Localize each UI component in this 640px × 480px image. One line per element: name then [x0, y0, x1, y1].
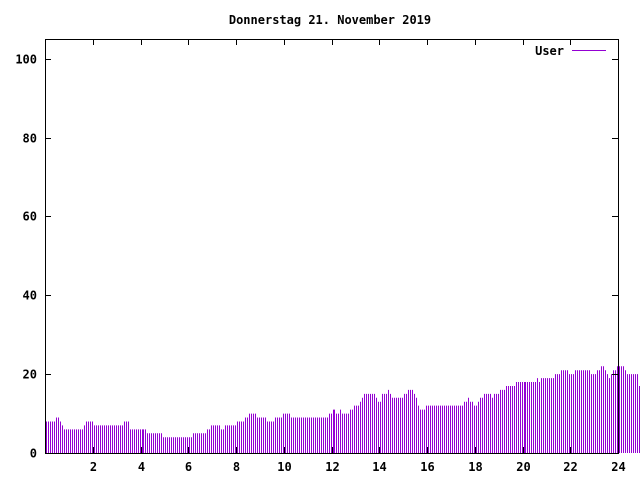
x-tick-label: 12 [325, 460, 339, 474]
x-tick-label: 20 [516, 460, 530, 474]
x-tick-label: 18 [468, 460, 482, 474]
x-tick-label: 16 [420, 460, 434, 474]
x-tick-label: 10 [277, 460, 291, 474]
x-tick-label: 14 [372, 460, 386, 474]
y-tick-label: 60 [23, 210, 37, 224]
y-tick-label: 20 [23, 368, 37, 382]
legend: User [535, 44, 606, 58]
x-tick-label: 6 [185, 460, 192, 474]
x-tick-label: 4 [138, 460, 145, 474]
y-tick-label: 80 [23, 132, 37, 146]
y-tick-label: 100 [15, 53, 37, 67]
x-tick-label: 8 [233, 460, 240, 474]
x-tick-label: 24 [611, 460, 625, 474]
y-tick-label: 40 [23, 289, 37, 303]
x-tick-label: 22 [563, 460, 577, 474]
chart-title: Donnerstag 21. November 2019 [229, 13, 431, 27]
bar-series-user [46, 366, 640, 453]
legend-label-user: User [535, 44, 564, 58]
x-tick-label: 2 [90, 460, 97, 474]
y-tick-label: 0 [30, 447, 37, 461]
